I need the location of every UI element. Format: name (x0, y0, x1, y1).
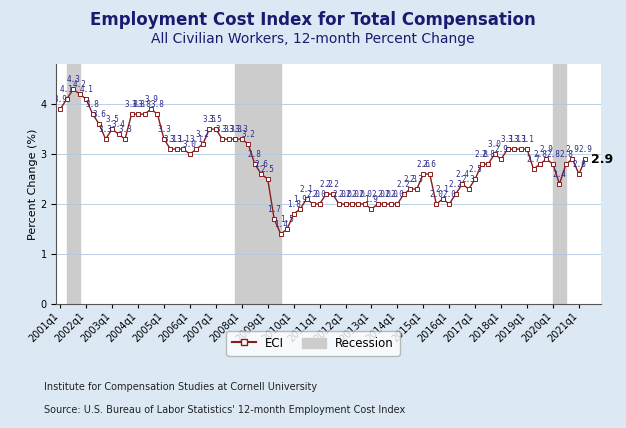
Text: 3.0: 3.0 (183, 140, 197, 149)
Text: 2.0: 2.0 (332, 190, 346, 199)
Text: 3.3: 3.3 (118, 125, 132, 134)
Text: 2.2: 2.2 (319, 180, 333, 189)
Text: 1.5: 1.5 (280, 215, 294, 224)
Text: 2.4: 2.4 (455, 170, 469, 179)
Text: 2.0: 2.0 (377, 190, 391, 199)
Text: 2.8: 2.8 (248, 150, 262, 159)
Text: 2.9: 2.9 (578, 145, 592, 154)
Text: 2.3: 2.3 (403, 175, 418, 184)
Text: 2.0: 2.0 (358, 190, 372, 199)
Bar (67, 64, 80, 304)
Text: 3.2: 3.2 (241, 130, 255, 139)
Text: 1.7: 1.7 (267, 205, 281, 214)
Text: 3.3: 3.3 (228, 125, 242, 134)
Text: 2.9: 2.9 (494, 145, 508, 154)
Text: 3.5: 3.5 (105, 115, 119, 124)
Bar (553, 64, 566, 304)
Legend: ECI, Recession: ECI, Recession (227, 331, 399, 356)
Text: 3.5: 3.5 (209, 115, 223, 124)
Text: 3.2: 3.2 (196, 130, 210, 139)
Text: 2.0: 2.0 (371, 190, 385, 199)
Text: 2.6: 2.6 (254, 160, 268, 169)
Text: 2.0: 2.0 (352, 190, 366, 199)
Text: 2.1: 2.1 (300, 185, 314, 194)
Text: Institute for Compensation Studies at Cornell University: Institute for Compensation Studies at Co… (44, 382, 317, 392)
Bar (235, 64, 280, 304)
Text: 3.4: 3.4 (111, 120, 126, 129)
Text: 2.9: 2.9 (590, 152, 613, 166)
Text: 2.8: 2.8 (481, 150, 495, 159)
Text: 2.0: 2.0 (391, 190, 404, 199)
Text: 3.1: 3.1 (163, 135, 177, 144)
Text: 3.1: 3.1 (190, 135, 203, 144)
Text: 2.0: 2.0 (429, 190, 443, 199)
Text: 2.2: 2.2 (397, 180, 411, 189)
Text: 3.3: 3.3 (99, 125, 113, 134)
Text: 3.8: 3.8 (131, 100, 145, 109)
Text: 3.8: 3.8 (150, 100, 165, 109)
Text: 3.3: 3.3 (222, 125, 236, 134)
Text: 3.3: 3.3 (157, 125, 171, 134)
Text: 2.0: 2.0 (339, 190, 352, 199)
Text: 3.1: 3.1 (507, 135, 521, 144)
Text: 2.5: 2.5 (261, 165, 275, 174)
Text: 1.8: 1.8 (287, 200, 300, 209)
Text: 2.6: 2.6 (572, 160, 586, 169)
Text: 2.7: 2.7 (526, 155, 540, 164)
Text: 2.3: 2.3 (410, 175, 424, 184)
Text: 3.1: 3.1 (501, 135, 515, 144)
Text: 3.9: 3.9 (53, 95, 67, 104)
Text: 3.1: 3.1 (513, 135, 528, 144)
Text: 3.3: 3.3 (235, 125, 249, 134)
Text: 3.0: 3.0 (488, 140, 501, 149)
Text: 2.0: 2.0 (312, 190, 327, 199)
Text: 3.1: 3.1 (170, 135, 184, 144)
Text: 3.3: 3.3 (215, 125, 229, 134)
Text: 3.6: 3.6 (92, 110, 106, 119)
Text: 3.8: 3.8 (138, 100, 151, 109)
Text: 3.1: 3.1 (520, 135, 534, 144)
Text: 4.1: 4.1 (59, 85, 74, 94)
Text: 1.4: 1.4 (274, 220, 287, 229)
Text: 3.9: 3.9 (144, 95, 158, 104)
Text: 2.2: 2.2 (326, 180, 339, 189)
Text: 2.4: 2.4 (553, 170, 567, 179)
Text: 2.1: 2.1 (436, 185, 449, 194)
Text: Employment Cost Index for Total Compensation: Employment Cost Index for Total Compensa… (90, 11, 536, 29)
Text: 2.0: 2.0 (306, 190, 320, 199)
Text: 2.2: 2.2 (449, 180, 463, 189)
Text: 2.6: 2.6 (416, 160, 430, 169)
Text: 2.8: 2.8 (559, 150, 573, 159)
Text: 2.8: 2.8 (533, 150, 547, 159)
Text: 4.3: 4.3 (66, 75, 80, 84)
Text: 2.3: 2.3 (462, 175, 476, 184)
Text: 1.9: 1.9 (364, 195, 378, 204)
Text: Source: U.S. Bureau of Labor Statistics' 12-month Employment Cost Index: Source: U.S. Bureau of Labor Statistics'… (44, 405, 405, 415)
Text: All Civilian Workers, 12-month Percent Change: All Civilian Workers, 12-month Percent C… (151, 32, 475, 46)
Text: 4.1: 4.1 (80, 85, 93, 94)
Y-axis label: Percent Change (%): Percent Change (%) (28, 128, 38, 240)
Text: 2.6: 2.6 (423, 160, 437, 169)
Text: 3.8: 3.8 (125, 100, 138, 109)
Text: 2.5: 2.5 (468, 165, 482, 174)
Text: 1.9: 1.9 (293, 195, 307, 204)
Text: 2.0: 2.0 (384, 190, 398, 199)
Text: 3.5: 3.5 (202, 115, 217, 124)
Text: 3.8: 3.8 (86, 100, 100, 109)
Text: 2.8: 2.8 (475, 150, 489, 159)
Text: 3.1: 3.1 (177, 135, 190, 144)
Text: 2.0: 2.0 (443, 190, 456, 199)
Text: 4.2: 4.2 (73, 80, 86, 89)
Text: 2.9: 2.9 (540, 145, 553, 154)
Text: 2.8: 2.8 (546, 150, 560, 159)
Text: 2.0: 2.0 (345, 190, 359, 199)
Text: 2.9: 2.9 (565, 145, 580, 154)
